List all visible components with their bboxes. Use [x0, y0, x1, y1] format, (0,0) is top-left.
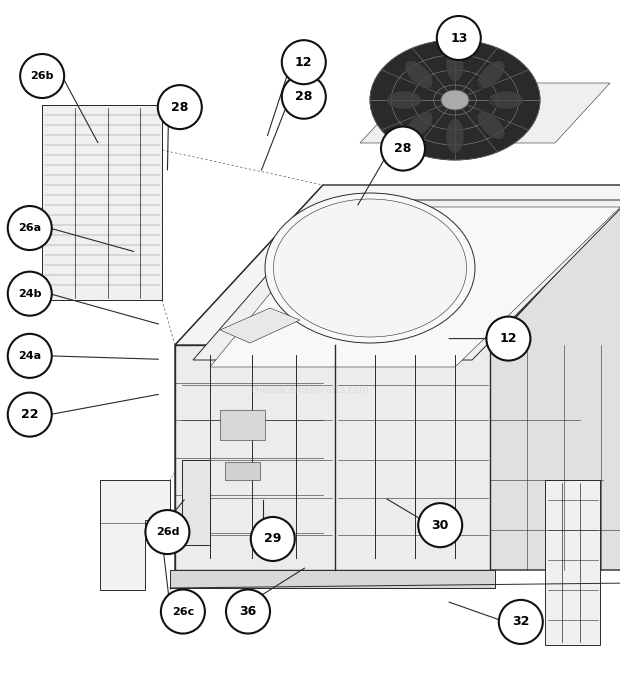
Polygon shape	[175, 185, 323, 570]
Polygon shape	[175, 345, 490, 570]
Polygon shape	[175, 185, 620, 345]
Polygon shape	[220, 308, 300, 343]
Circle shape	[158, 85, 202, 129]
Circle shape	[226, 589, 270, 634]
Circle shape	[251, 517, 294, 561]
Ellipse shape	[446, 118, 464, 153]
Text: 29: 29	[264, 533, 281, 545]
Polygon shape	[100, 480, 170, 590]
Circle shape	[381, 126, 425, 171]
Ellipse shape	[477, 111, 505, 140]
Ellipse shape	[441, 90, 469, 110]
Ellipse shape	[405, 61, 433, 88]
Polygon shape	[182, 460, 210, 545]
Text: 32: 32	[512, 616, 529, 628]
Polygon shape	[360, 83, 610, 143]
Ellipse shape	[446, 46, 464, 82]
Circle shape	[8, 272, 51, 316]
Circle shape	[8, 334, 51, 378]
Text: 24b: 24b	[18, 289, 42, 299]
Text: 12: 12	[500, 332, 517, 345]
Text: 13: 13	[450, 32, 467, 44]
Text: 24a: 24a	[18, 351, 42, 361]
Circle shape	[8, 392, 51, 437]
Text: 26d: 26d	[156, 527, 179, 537]
Text: 28: 28	[295, 91, 312, 103]
Text: 28: 28	[171, 101, 188, 113]
Ellipse shape	[477, 61, 505, 88]
Circle shape	[437, 16, 480, 60]
Ellipse shape	[370, 40, 540, 160]
Ellipse shape	[386, 91, 422, 109]
Circle shape	[8, 206, 51, 250]
Text: eReplacementParts.com: eReplacementParts.com	[250, 385, 370, 395]
Text: 12: 12	[295, 56, 312, 68]
Bar	[170, 570, 495, 588]
Circle shape	[499, 600, 542, 644]
Ellipse shape	[273, 199, 467, 337]
Text: 26c: 26c	[172, 607, 194, 616]
Text: 26a: 26a	[18, 223, 42, 233]
Text: 30: 30	[432, 519, 449, 531]
Text: 26b: 26b	[30, 71, 54, 81]
Bar	[225, 462, 260, 480]
Circle shape	[161, 589, 205, 634]
Polygon shape	[490, 185, 620, 570]
Bar	[220, 410, 265, 440]
Circle shape	[20, 54, 64, 98]
Circle shape	[282, 75, 326, 119]
Text: 22: 22	[21, 408, 38, 421]
Polygon shape	[545, 480, 600, 645]
Ellipse shape	[405, 111, 433, 140]
Circle shape	[146, 510, 189, 554]
Circle shape	[487, 316, 530, 361]
Polygon shape	[210, 207, 620, 367]
Polygon shape	[193, 200, 620, 360]
Text: 36: 36	[239, 605, 257, 618]
Circle shape	[282, 40, 326, 84]
Bar	[42, 105, 162, 300]
Ellipse shape	[489, 91, 523, 109]
Ellipse shape	[265, 193, 475, 343]
Text: 28: 28	[394, 142, 412, 155]
Polygon shape	[42, 105, 162, 300]
Circle shape	[418, 503, 462, 547]
